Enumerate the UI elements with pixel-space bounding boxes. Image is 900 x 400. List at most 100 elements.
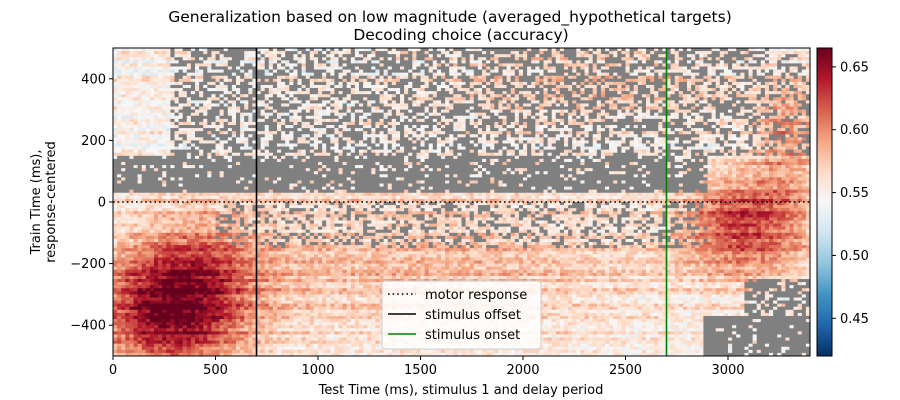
heatmap-cell — [236, 109, 241, 114]
heatmap-cell — [236, 125, 241, 129]
heatmap-cell — [350, 128, 356, 132]
heatmap-cell — [576, 66, 581, 71]
heatmap-cell — [609, 60, 614, 64]
heatmap-cell — [305, 54, 311, 58]
heatmap-cell — [408, 134, 413, 138]
heatmap-cell — [207, 54, 212, 58]
heatmap-cell — [551, 100, 557, 104]
heatmap-cell — [281, 112, 286, 117]
heatmap-cell — [527, 131, 532, 135]
heatmap-cell — [502, 128, 508, 132]
heatmap-cell — [674, 78, 680, 83]
heatmap-cell — [129, 54, 134, 58]
heatmap-cell — [260, 112, 266, 117]
heatmap-cell — [609, 128, 614, 132]
heatmap-cell — [170, 88, 175, 92]
heatmap-cell — [666, 100, 672, 104]
heatmap-cell — [219, 91, 225, 95]
heatmap-cell — [129, 109, 134, 114]
heatmap-cell — [207, 112, 212, 117]
heatmap-cell — [416, 81, 421, 86]
heatmap-cell — [609, 97, 614, 101]
heatmap-cell — [469, 48, 475, 52]
heatmap-cell — [297, 121, 303, 126]
heatmap-cell — [121, 84, 126, 89]
heatmap-cell — [580, 100, 585, 104]
heatmap-cell — [805, 121, 810, 126]
heatmap-cell — [707, 97, 713, 101]
heatmap-cell — [736, 131, 741, 135]
heatmap-cell — [268, 112, 274, 117]
heatmap-cell — [264, 115, 270, 120]
heatmap-cell — [170, 91, 175, 95]
heatmap-cell — [416, 121, 421, 126]
heatmap-cell — [354, 94, 360, 98]
heatmap-cell — [695, 51, 700, 55]
heatmap-cell — [469, 72, 475, 77]
heatmap-cell — [281, 106, 286, 111]
heatmap-cell — [723, 118, 729, 123]
heatmap-cell — [354, 69, 360, 74]
heatmap-cell — [436, 112, 442, 117]
heatmap-cell — [404, 51, 409, 55]
heatmap-cell — [436, 128, 442, 132]
heatmap-cell — [736, 72, 741, 77]
heatmap-cell — [359, 106, 364, 111]
heatmap-cell — [728, 115, 733, 120]
heatmap-cell — [449, 118, 454, 123]
heatmap-cell — [678, 103, 684, 108]
heatmap-cell — [400, 54, 405, 58]
heatmap-cell — [137, 57, 143, 61]
heatmap-cell — [145, 94, 151, 98]
heatmap-cell — [354, 109, 360, 114]
heatmap-cell — [236, 134, 241, 138]
heatmap-cell — [207, 72, 212, 77]
heatmap-cell — [166, 48, 171, 52]
heatmap-cell — [309, 75, 315, 80]
heatmap-cell — [461, 125, 467, 129]
heatmap-cell — [363, 118, 368, 123]
heatmap-cell — [190, 78, 196, 83]
heatmap-cell — [641, 51, 647, 55]
heatmap-cell — [674, 115, 680, 120]
heatmap-cell — [195, 91, 200, 95]
heatmap-cell — [621, 84, 626, 89]
heatmap-cell — [145, 91, 151, 95]
heatmap-cell — [338, 84, 344, 89]
heatmap-cell — [465, 63, 471, 67]
heatmap-cell — [223, 109, 229, 114]
heatmap-cell — [145, 103, 151, 108]
heatmap-cell — [281, 109, 286, 114]
heatmap-cell — [785, 66, 790, 71]
heatmap-cell — [412, 106, 417, 111]
heatmap-cell — [613, 115, 618, 120]
heatmap-cell — [801, 100, 807, 104]
heatmap-cell — [236, 57, 241, 61]
heatmap-cell — [129, 131, 134, 135]
heatmap-cell — [711, 75, 717, 80]
heatmap-cell — [285, 60, 290, 64]
heatmap-cell — [793, 51, 799, 55]
heatmap-cell — [682, 84, 688, 89]
heatmap-cell — [760, 88, 766, 92]
heatmap-cell — [662, 112, 667, 117]
heatmap-cell — [424, 66, 430, 71]
heatmap-cell — [666, 48, 672, 52]
heatmap-cell — [121, 75, 126, 80]
heatmap-cell — [359, 78, 364, 83]
heatmap-cell — [268, 54, 274, 58]
heatmap-cell — [551, 91, 557, 95]
heatmap-cell — [600, 84, 606, 89]
heatmap-cell — [797, 48, 803, 52]
heatmap-cell — [342, 106, 348, 111]
heatmap-cell — [486, 115, 491, 120]
heatmap-cell — [580, 84, 585, 89]
heatmap-cell — [576, 128, 581, 132]
heatmap-cell — [133, 109, 139, 114]
heatmap-cell — [354, 84, 360, 89]
heatmap-cell — [383, 118, 389, 123]
heatmap-cell — [318, 121, 323, 126]
heatmap-cell — [769, 81, 774, 86]
heatmap-cell — [510, 112, 516, 117]
heatmap-cell — [420, 103, 426, 108]
